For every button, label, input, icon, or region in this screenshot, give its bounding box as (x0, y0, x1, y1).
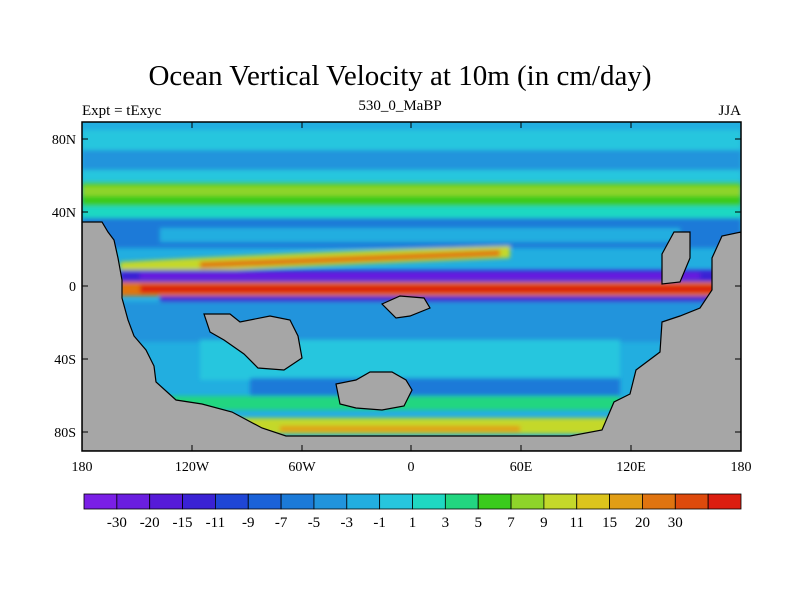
colorbar-swatch (379, 493, 413, 510)
colorbar-swatch (707, 493, 742, 510)
colorbar-label: 11 (570, 515, 584, 531)
west-continent (82, 221, 741, 451)
subtropical-cyan (160, 228, 680, 242)
antarctic-orange (280, 426, 520, 432)
colorbar-label: 1 (409, 515, 417, 531)
colorbar-label: 5 (474, 515, 482, 531)
lon-label-0: 0 (408, 460, 415, 475)
colorbar-label: -1 (373, 515, 386, 531)
lon-label-180w: 180 (72, 460, 93, 475)
colorbar-label: -3 (341, 515, 354, 531)
colorbar-swatch (444, 493, 479, 510)
north-orange-band (200, 250, 500, 268)
colorbar-label: 3 (442, 515, 450, 531)
equator-island (380, 295, 431, 319)
north-lightgreen-band (82, 186, 741, 196)
colorbar-label: -20 (140, 515, 160, 531)
colorbar-swatch (149, 493, 183, 510)
colorbar-swatch (214, 493, 249, 510)
colorbar-label: 7 (507, 515, 515, 531)
lon-label-60e: 60E (510, 460, 533, 475)
colorbar-label: -9 (242, 515, 255, 531)
colorbar-swatch (543, 493, 578, 510)
equator-red (140, 285, 720, 293)
colorbar-label: -15 (173, 515, 193, 531)
southern-island-1 (203, 313, 303, 371)
north-teal-band (82, 206, 741, 218)
colorbar-swatch (674, 493, 709, 510)
colorbar-swatch (576, 493, 610, 510)
lat-label-80n: 80N (52, 133, 76, 148)
lat-label-80s: 80S (54, 426, 76, 441)
season-label: JJA (718, 103, 741, 119)
lon-label-60w: 60W (288, 460, 316, 475)
arctic-band (82, 130, 741, 150)
colorbar-swatch (477, 493, 512, 510)
colorbar-labels: -30 -20 -15 -11 -9 -7 -5 -3 -1 1 3 5 7 9 11 15 20 30 (107, 515, 683, 531)
land (82, 221, 741, 451)
lon-label-120w: 120W (175, 460, 210, 475)
colorbar-swatch (83, 493, 118, 510)
colorbar-label: -5 (308, 515, 321, 531)
colorbar-label: 30 (668, 515, 683, 531)
colorbar-swatch (247, 493, 282, 510)
equator-north-violet (140, 273, 700, 279)
south-blue2 (250, 378, 620, 398)
lat-label-40s: 40S (54, 353, 76, 368)
colorbar-swatch (280, 493, 315, 510)
colorbar-swatch (116, 493, 151, 510)
colorbar-label: -30 (107, 515, 127, 531)
colorbar-swatch (182, 493, 216, 510)
colorbar-label: 20 (635, 515, 650, 531)
lon-label-120e: 120E (616, 460, 646, 475)
time-label: 530_0_MaBP (358, 98, 442, 114)
colorbar-label: 9 (540, 515, 548, 531)
lat-label-40n: 40N (52, 206, 76, 221)
experiment-label: Expt = tExyc (82, 103, 162, 119)
north-cyan-band (82, 170, 741, 184)
colorbar-swatch (313, 493, 348, 510)
colorbar-swatch (412, 493, 446, 510)
colorbar-label: 15 (602, 515, 617, 531)
colorbar-label: -7 (275, 515, 288, 531)
map-panel (82, 122, 741, 451)
plot-title: Ocean Vertical Velocity at 10m (in cm/da… (148, 60, 652, 92)
colorbar-swatch (642, 493, 676, 510)
equator-south-purple (160, 296, 710, 302)
lat-label-0: 0 (69, 280, 76, 295)
lat-ticks (82, 138, 741, 433)
northeast-island (661, 231, 691, 285)
colorbar (83, 493, 742, 510)
colorbar-swatch (510, 493, 545, 510)
colorbar-label: -11 (206, 515, 225, 531)
lon-ticks (81, 122, 742, 451)
colorbar-swatch (346, 493, 381, 510)
southern-island-2 (335, 371, 413, 411)
colorbar-swatch (609, 493, 643, 510)
lon-label-180e: 180 (731, 460, 752, 475)
